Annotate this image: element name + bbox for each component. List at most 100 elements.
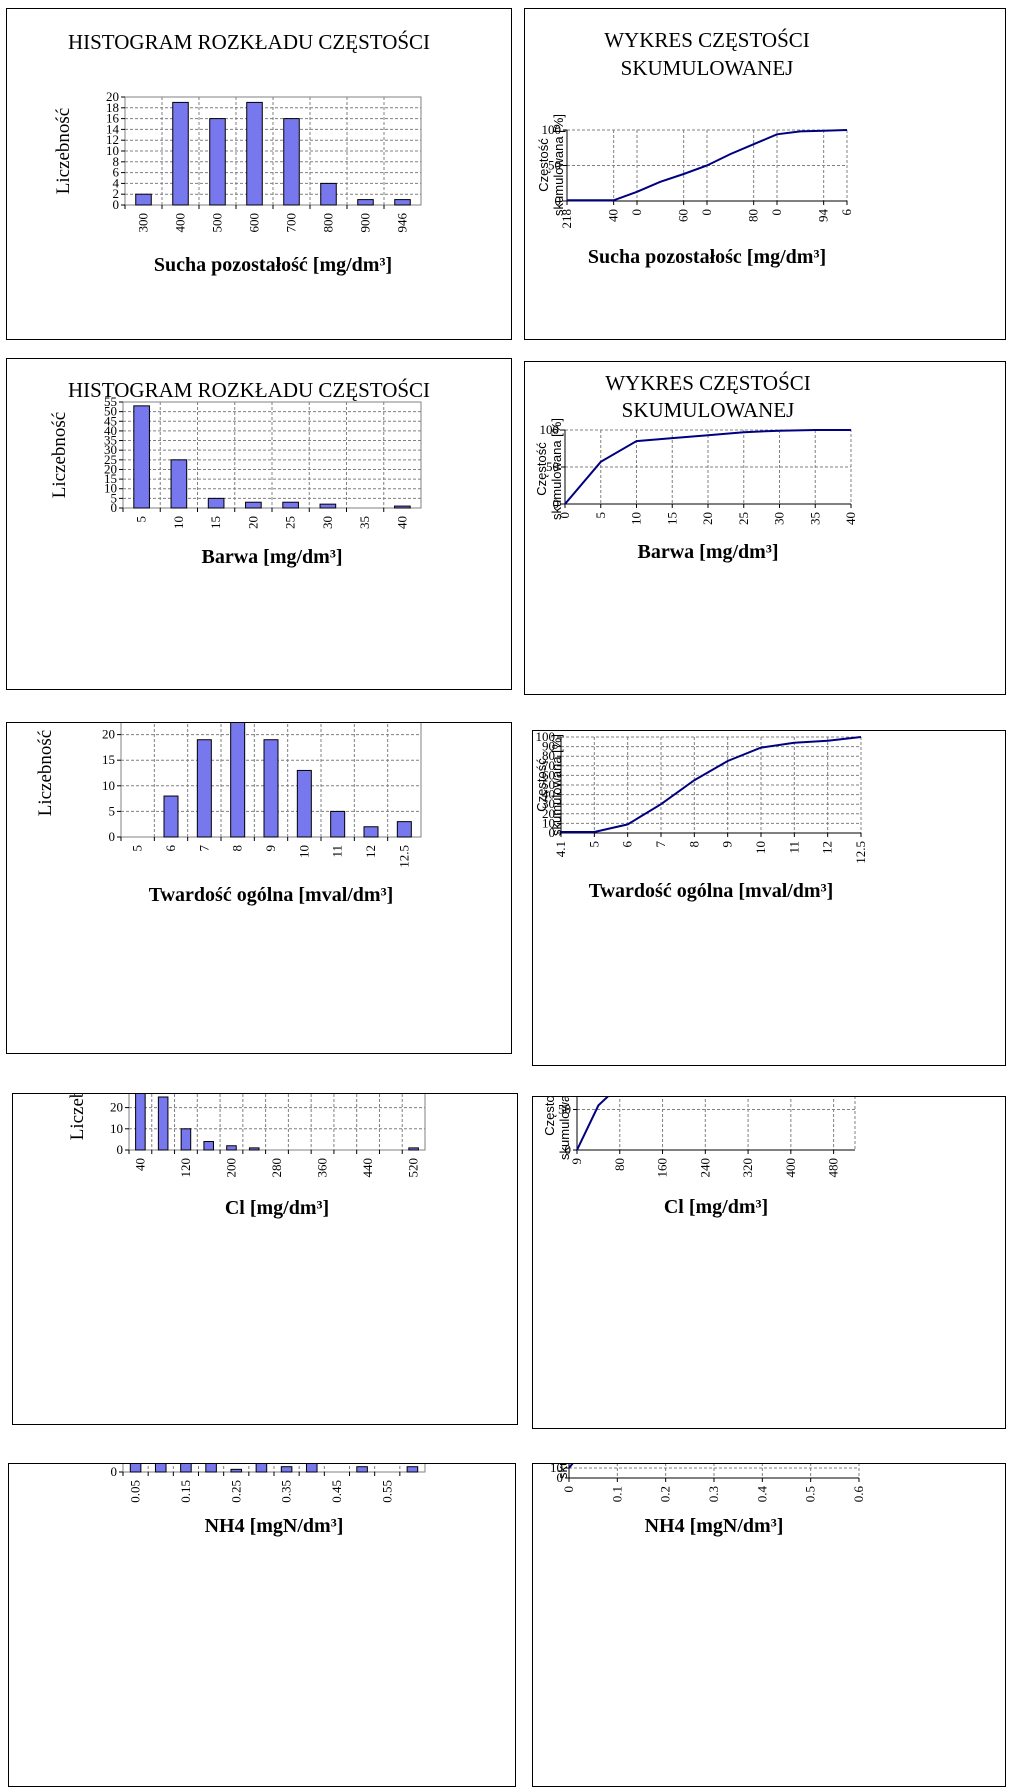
- chart-title-line: WYKRES CZĘSTOŚCI: [605, 371, 811, 395]
- y-tick-label: 80: [542, 748, 555, 763]
- x-tick-label: 12.5: [853, 841, 868, 864]
- x-tick-label: 5: [586, 841, 601, 848]
- histogram-chart-barwa: HISTOGRAM ROZKŁADU CZĘSTOŚCI051015202530…: [49, 378, 430, 568]
- x-tick-label: 10: [753, 841, 768, 854]
- x-tick-label: 11: [786, 841, 801, 854]
- cumulative-panel-twardosc: WYKRES CZĘSTOŚCISKUMULOWANEJ010203040506…: [532, 730, 1006, 1066]
- x-tick-label: 600: [247, 213, 262, 233]
- y-tick-label: 8: [113, 154, 120, 169]
- x-tick-label: 12: [363, 845, 378, 858]
- histogram-bar: [356, 1466, 368, 1473]
- x-tick-label: 480: [826, 1158, 841, 1178]
- x-tick-label: 40: [606, 209, 621, 222]
- histogram-bar: [406, 1466, 419, 1473]
- chart-title: HISTOGRAM ROZKŁADU CZĘSTOŚCI: [68, 378, 430, 402]
- y-axis-label-line: Częstość: [534, 442, 549, 496]
- x-tick-label: 5: [130, 845, 145, 852]
- x-tick-label: 6: [839, 209, 854, 216]
- y-tick-label: 55: [104, 394, 117, 409]
- cumulative-chart-twardosc: WYKRES CZĘSTOŚCISKUMULOWANEJ010203040506…: [534, 731, 868, 902]
- y-tick-label: 4: [113, 175, 120, 190]
- x-tick-label: 40: [132, 1158, 147, 1171]
- histogram-bar: [154, 1464, 167, 1473]
- x-tick-label: 0: [769, 209, 784, 216]
- y-tick-label: 50: [548, 158, 561, 173]
- x-tick-label: 700: [284, 213, 299, 233]
- x-tick-label: 25: [736, 512, 751, 525]
- x-tick-label: 120: [178, 1158, 193, 1178]
- x-tick-label: 35: [807, 512, 822, 525]
- x-tick-label: 35: [357, 516, 372, 529]
- x-axis-label: Barwa [mg/dm³]: [202, 546, 343, 568]
- y-tick-label: 10: [550, 1464, 563, 1475]
- x-tick-label: 0.35: [279, 1480, 294, 1503]
- y-axis-label-line: Częstość: [534, 758, 549, 812]
- histogram-bar: [394, 199, 411, 206]
- histogram-bar: [205, 1464, 217, 1473]
- y-tick-label: 20: [110, 1100, 123, 1115]
- y-tick-label: 10: [106, 143, 119, 158]
- histogram-bar: [245, 501, 262, 509]
- y-axis-label-line: skumulowana [%]: [555, 1464, 570, 1479]
- x-tick-label: 440: [360, 1158, 375, 1178]
- x-tick-label: 0.4: [754, 1486, 769, 1503]
- x-tick-label: 946: [395, 213, 410, 233]
- y-tick-label: 60: [542, 767, 555, 782]
- histogram-bar: [248, 1147, 260, 1151]
- histogram-bar: [263, 739, 279, 838]
- histogram-panel-cl: HISTOGRAM ROZKŁADU CZĘSTOŚCI010203040504…: [12, 1093, 518, 1425]
- x-axis-label: Twardość ogólna [mval/dm³]: [149, 884, 394, 906]
- x-tick-label: 12: [820, 841, 835, 854]
- x-tick-label: 0.6: [851, 1486, 866, 1503]
- y-tick-label: 5: [109, 803, 116, 818]
- y-axis-label: Liczebność: [67, 1094, 88, 1140]
- y-tick-label: 40: [542, 787, 555, 802]
- y-axis-label-line: skumulowana [%]: [557, 1097, 572, 1160]
- y-tick-label: 70: [542, 758, 555, 773]
- x-tick-label: 60: [676, 209, 691, 222]
- x-tick-label: 0: [561, 1486, 576, 1493]
- histogram-bar: [394, 505, 411, 509]
- histogram-panel-barwa: HISTOGRAM ROZKŁADU CZĘSTOŚCI 0 5 10 15 20 25 30…: [6, 358, 512, 690]
- y-tick-label: 0: [117, 1142, 124, 1157]
- y-tick-label: 90: [542, 739, 555, 754]
- cumulative-chart-nh4: WYKRES CZĘSTOŚCISKUMULOWANEJ010203040506…: [550, 1464, 866, 1537]
- y-tick-label: 50: [104, 404, 117, 419]
- cumulative-panel-cl: WYKRES CZĘSTOŚCISKUMULOWANEJ050100980160…: [532, 1096, 1006, 1429]
- y-tick-label: 0: [111, 500, 118, 515]
- x-tick-label: 800: [321, 213, 336, 233]
- x-tick-label: 360: [315, 1158, 330, 1178]
- x-tick-label: 0: [699, 209, 714, 216]
- x-axis-label: Cl [mg/dm³]: [225, 1197, 329, 1219]
- y-tick-label: 100: [536, 731, 556, 744]
- histogram-bar: [129, 1464, 142, 1473]
- y-tick-label: 5: [111, 1464, 118, 1466]
- x-tick-label: 7: [196, 845, 211, 852]
- y-tick-label: 45: [104, 413, 117, 428]
- y-axis-label-line: Częstość: [536, 138, 551, 192]
- histogram-bar: [135, 193, 152, 206]
- histogram-bar: [396, 821, 412, 838]
- cumulative-panel-nh4: WYKRES CZĘSTOŚCISKUMULOWANEJ010203040506…: [532, 1463, 1006, 1787]
- x-tick-label: 900: [358, 213, 373, 233]
- plot-area: [576, 1097, 856, 1151]
- histogram-bar: [319, 503, 337, 509]
- y-axis-label-line: skumulowana [%]: [551, 114, 566, 216]
- x-tick-label: 40: [394, 516, 409, 529]
- x-tick-label: 0.2: [658, 1486, 673, 1502]
- y-axis-label-line: skumulowana [%]: [549, 418, 564, 520]
- x-axis-label: Barwa [mg/dm³]: [638, 541, 779, 563]
- y-axis-label-line: Częstość: [542, 1097, 557, 1136]
- x-tick-label: 300: [136, 213, 151, 233]
- y-tick-label: 18: [106, 100, 119, 115]
- y-tick-label: 20: [104, 461, 117, 476]
- x-axis-label: Sucha pozostałośc [mg/dm³]: [588, 246, 826, 268]
- histogram-bar: [363, 826, 379, 838]
- y-tick-label: 0: [113, 197, 120, 212]
- x-tick-label: 25: [283, 516, 298, 529]
- x-tick-label: 30: [772, 512, 787, 525]
- chart-title-line: WYKRES CZĘSTOŚCI: [604, 28, 810, 52]
- y-tick-label: 100: [540, 422, 560, 437]
- histogram-bar: [296, 769, 312, 838]
- x-tick-label: 9: [263, 845, 278, 852]
